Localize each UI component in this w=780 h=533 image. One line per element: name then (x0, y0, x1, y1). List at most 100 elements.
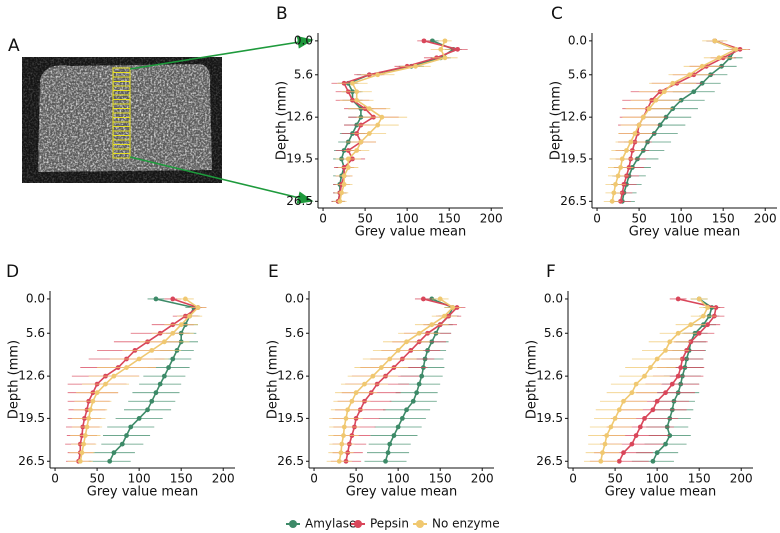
point (616, 458, 622, 464)
point (636, 122, 642, 128)
y-tick-label: 19.5 (560, 151, 587, 165)
point (716, 55, 722, 61)
y-tick-label: 26.5 (18, 454, 45, 468)
point (650, 407, 656, 413)
point (375, 72, 381, 78)
point (600, 450, 605, 456)
point (170, 356, 176, 362)
point (124, 365, 129, 370)
legend-label: Amylase (305, 517, 356, 531)
x-tick-label: 50 (631, 212, 646, 226)
point (354, 89, 360, 95)
point (608, 424, 614, 430)
point (653, 97, 659, 103)
point (629, 390, 635, 396)
x-tick-label: 50 (357, 212, 372, 226)
point (616, 407, 622, 413)
x-tick-label: 150 (438, 212, 461, 226)
point (455, 46, 460, 52)
point (429, 322, 435, 328)
point (341, 181, 347, 187)
x-tick-label: 100 (128, 472, 151, 486)
point (161, 339, 167, 345)
y-tick-label: 12.6 (560, 110, 587, 124)
y-tick-label: 0.0 (26, 291, 45, 305)
point (619, 156, 625, 162)
point (624, 148, 629, 153)
x-tick-label: 150 (688, 472, 711, 486)
x-tick-label: 150 (170, 472, 193, 486)
point (82, 433, 88, 438)
point (632, 131, 638, 136)
point (687, 72, 692, 78)
point (77, 458, 83, 464)
panel-label: D (6, 262, 19, 282)
point (637, 424, 643, 430)
point (642, 373, 647, 379)
point (663, 441, 668, 447)
point (437, 296, 443, 302)
x-axis-title: Grey value mean (629, 225, 740, 240)
point (136, 415, 142, 421)
point (111, 450, 117, 456)
series-line (338, 298, 455, 462)
point (650, 458, 656, 464)
point (612, 415, 618, 421)
point (182, 296, 188, 302)
x-tick-label: 100 (670, 212, 693, 226)
point (438, 46, 444, 52)
point (81, 441, 87, 447)
point (87, 407, 93, 413)
point (341, 173, 347, 179)
series (603, 38, 749, 204)
point (628, 139, 634, 145)
point (419, 373, 425, 379)
y-tick-label: 26.5 (560, 194, 587, 208)
x-axis-title: Grey value mean (605, 485, 716, 500)
point (404, 339, 409, 345)
point (399, 415, 405, 421)
point (661, 89, 667, 95)
point (157, 381, 163, 387)
point (90, 398, 96, 404)
point (79, 450, 85, 456)
point (410, 398, 416, 404)
point (366, 106, 372, 112)
point (375, 122, 381, 128)
point (187, 313, 192, 319)
point (621, 398, 626, 404)
point (615, 173, 621, 179)
series-line (337, 40, 456, 202)
point (153, 296, 159, 302)
y-tick-label: 19.5 (277, 411, 304, 425)
point (387, 356, 393, 362)
x-tick-label: 150 (712, 212, 735, 226)
point (385, 450, 391, 456)
roi-grid (112, 67, 131, 159)
x-tick-label: 200 (730, 472, 753, 486)
series (609, 38, 746, 204)
panel-label: C (551, 4, 563, 24)
point (345, 407, 351, 413)
point (602, 441, 608, 447)
point (84, 424, 90, 430)
point (170, 330, 176, 336)
series-line (621, 40, 738, 202)
point (395, 348, 401, 353)
point (691, 89, 697, 95)
y-tick-label: 0.0 (285, 291, 304, 305)
legend-label: Pepsin (370, 517, 409, 531)
y-tick-label: 12.6 (277, 369, 304, 383)
point (640, 114, 646, 120)
point (404, 407, 409, 413)
legend: Amylase Pepsin No enzyme (286, 517, 500, 531)
point (345, 156, 351, 162)
point (149, 398, 155, 404)
point (414, 390, 420, 396)
point (353, 390, 359, 396)
y-tick-label: 26.5 (286, 194, 313, 208)
point (633, 433, 639, 438)
series (364, 296, 462, 464)
series (589, 296, 725, 464)
point (663, 348, 668, 353)
